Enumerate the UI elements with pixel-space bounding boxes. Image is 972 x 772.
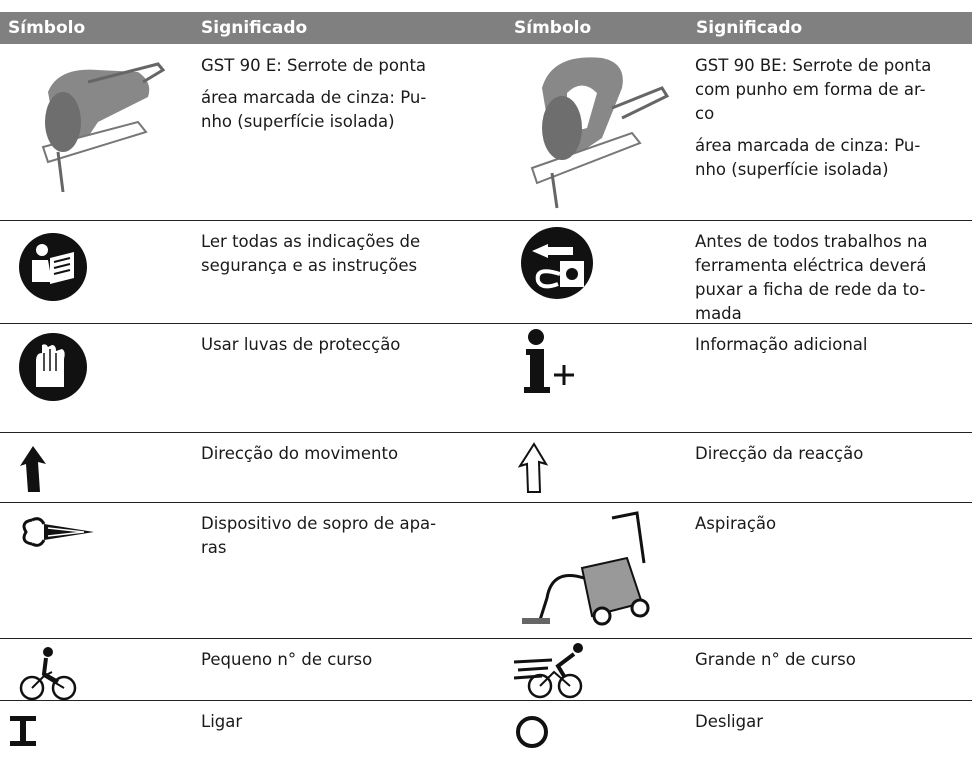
symbol-icon <box>530 57 670 209</box>
paragraph: Direcção da reacção <box>695 442 972 466</box>
meaning-cell: Antes de todos trabalhos na ferramenta el… <box>695 230 972 323</box>
symbol-cell <box>520 226 595 305</box>
paragraph: Informação adicional <box>695 333 972 357</box>
meaning-cell: Usar luvas de protecção <box>201 333 501 365</box>
symbol-icon <box>521 227 593 299</box>
symbol-cell <box>518 327 578 401</box>
header-cell: Símbolo <box>514 18 592 38</box>
symbol-icon <box>41 62 166 193</box>
symbol-cell <box>8 714 38 752</box>
symbol-cell <box>18 232 88 306</box>
meaning-cell: GST 90 BE: Serrote de ponta com punho em … <box>695 54 972 190</box>
text-line: Pequeno n° de curso <box>201 650 373 669</box>
meaning-cell: Desligar <box>695 710 972 742</box>
meaning-cell: Dispositivo de sopro de apa-ras <box>201 512 501 568</box>
symbol-icon <box>522 511 650 626</box>
text-line: nho (superfície isolada) <box>695 160 889 179</box>
text-line: Ligar <box>201 712 243 731</box>
symbol-cell <box>18 331 88 407</box>
text-line: área marcada de cinza: Pu- <box>695 136 921 155</box>
symbol-icon <box>20 446 46 492</box>
paragraph: Dispositivo de sopro de apa-ras <box>201 512 501 560</box>
text-line: Desligar <box>695 712 763 731</box>
text-line: nho (superfície isolada) <box>201 112 395 131</box>
symbol-cell <box>18 646 78 705</box>
text-line: puxar a ficha de rede da to- <box>695 280 926 299</box>
header-cell: Significado <box>696 18 803 38</box>
symbol-cell <box>18 444 48 498</box>
text-line: Dispositivo de sopro de apa- <box>201 514 437 533</box>
meaning-cell: Aspiração <box>695 512 972 544</box>
row-divider <box>0 432 972 433</box>
text-line: ras <box>201 538 227 557</box>
text-line: Grande n° de curso <box>695 650 856 669</box>
paragraph: Direcção do movimento <box>201 442 501 466</box>
paragraph: Desligar <box>695 710 972 734</box>
meaning-cell: Ler todas as indicações de segurança e as… <box>201 230 501 286</box>
meaning-cell: Informação adicional <box>695 333 972 365</box>
paragraph: Pequeno n° de curso <box>201 648 501 672</box>
symbol-icon <box>10 716 36 746</box>
header-cell: Significado <box>201 18 308 38</box>
row-divider <box>0 502 972 503</box>
header-cell: Símbolo <box>8 18 86 38</box>
paragraph: GST 90 BE: Serrote de ponta com punho em … <box>695 54 972 126</box>
text-line: ferramenta eléctrica deverá <box>695 256 927 275</box>
text-line: mada <box>695 304 742 323</box>
meaning-cell: Grande n° de curso <box>695 648 972 680</box>
paragraph: Aspiração <box>695 512 972 536</box>
text-line: com punho em forma de ar- <box>695 80 926 99</box>
symbol-icon <box>513 643 583 699</box>
text-line: Informação adicional <box>695 335 868 354</box>
symbol-cell <box>512 508 652 632</box>
symbol-cell <box>18 52 168 206</box>
row-divider <box>0 638 972 639</box>
meaning-cell: Pequeno n° de curso <box>201 648 501 680</box>
paragraph: Ligar <box>201 710 501 734</box>
symbol-cell <box>517 442 549 498</box>
text-line: co <box>695 104 715 123</box>
meaning-cell: Ligar <box>201 710 501 742</box>
row-divider <box>0 700 972 701</box>
paragraph: Antes de todos trabalhos na ferramenta el… <box>695 230 972 323</box>
paragraph: GST 90 E: Serrote de ponta <box>201 54 501 78</box>
symbol-cell <box>512 48 672 217</box>
paragraph: área marcada de cinza: Pu-nho (superfíci… <box>695 134 972 182</box>
paragraph: Grande n° de curso <box>695 648 972 672</box>
symbol-icon <box>517 442 549 493</box>
symbol-icon <box>22 517 94 547</box>
paragraph: Ler todas as indicações de segurança e as… <box>201 230 501 278</box>
symbol-cell <box>514 714 550 754</box>
text-line: área marcada de cinza: Pu- <box>201 88 427 107</box>
row-divider <box>0 323 972 324</box>
text-line: Antes de todos trabalhos na <box>695 232 928 251</box>
meaning-cell: GST 90 E: Serrote de ponta área marcada d… <box>201 54 501 142</box>
symbol-cell <box>512 642 592 704</box>
symbol-icon <box>524 329 574 393</box>
text-line: GST 90 BE: Serrote de ponta <box>695 56 932 75</box>
text-line: Usar luvas de protecção <box>201 335 401 354</box>
symbol-icon <box>19 333 87 401</box>
meaning-cell: Direcção da reacção <box>695 442 972 474</box>
text-line: segurança e as instruções <box>201 256 418 275</box>
symbol-icon <box>516 716 548 748</box>
text-line: GST 90 E: Serrote de ponta <box>201 56 427 75</box>
text-line: Ler todas as indicações de <box>201 232 421 251</box>
symbol-icon <box>19 647 77 701</box>
meaning-cell: Direcção do movimento <box>201 442 501 474</box>
symbol-icon <box>19 233 87 301</box>
symbol-cell <box>18 512 98 556</box>
paragraph: área marcada de cinza: Pu-nho (superfíci… <box>201 86 501 134</box>
text-line: Direcção da reacção <box>695 444 864 463</box>
row-divider <box>0 220 972 221</box>
text-line: Aspiração <box>695 514 777 533</box>
header-bar: Símbolo Significado Símbolo Significado <box>0 12 972 44</box>
text-line: Direcção do movimento <box>201 444 399 463</box>
paragraph: Usar luvas de protecção <box>201 333 501 357</box>
